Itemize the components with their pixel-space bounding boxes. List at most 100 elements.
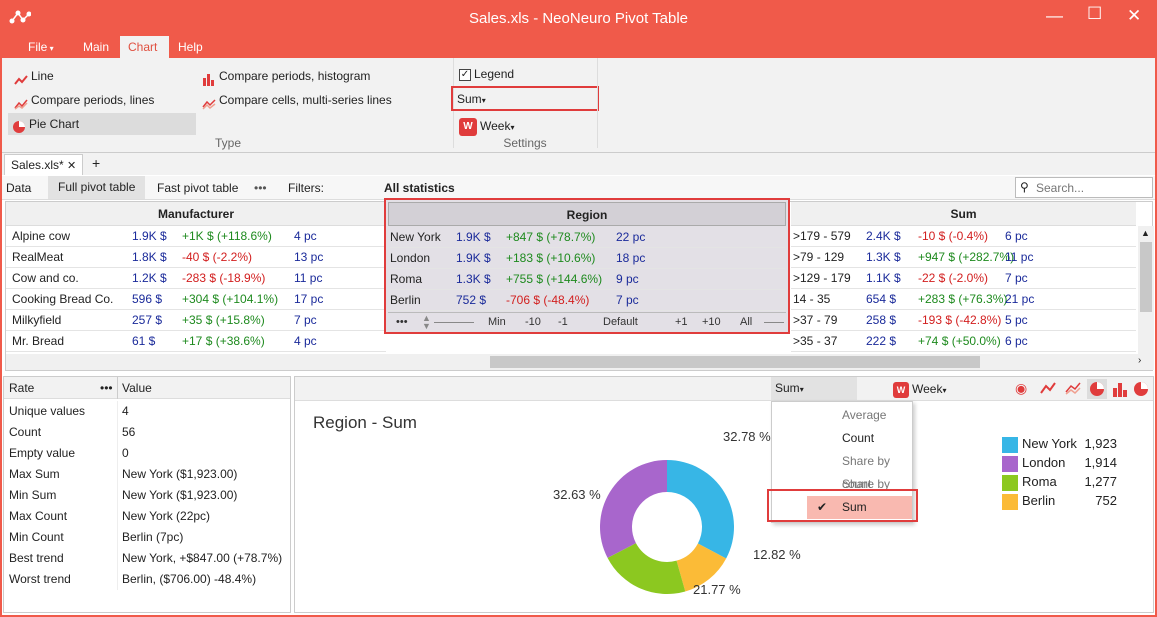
minimize-icon[interactable]: — [1046,6,1063,25]
rate-column-header[interactable]: Rate [9,381,35,395]
pivot-cell-count: 4 pc [294,229,317,243]
maximize-icon[interactable]: ☐ [1087,4,1103,23]
full-pivot-tab[interactable]: Full pivot table [48,176,146,199]
table-row[interactable]: Roma 1.3K $ +755 $ (+144.6%) 9 pc [390,269,785,290]
limit-minus-1[interactable]: -1 [558,316,568,328]
limit-plus-10[interactable]: +10 [702,316,721,328]
table-row[interactable]: Alpine cow 1.9K $ +1K $ (+118.6%) 4 pc [6,226,386,247]
menu-help[interactable]: Help [178,40,203,54]
manufacturer-header[interactable]: Manufacturer [6,202,386,226]
dropdown-option[interactable]: Average [807,404,912,427]
limit-min[interactable]: Min [488,316,506,328]
donut-slice-roma[interactable] [607,543,686,594]
table-row[interactable]: >129 - 179 1.1K $ -22 $ (-2.0%) 7 pc [791,268,1136,289]
limit-default[interactable]: Default [603,316,638,328]
table-row[interactable]: >35 - 37 222 $ +74 $ (+50.0%) 6 pc [791,331,1136,352]
pivot-cell-count: 7 pc [616,293,639,307]
table-row[interactable]: >79 - 129 1.3K $ +947 $ (+282.7%) 11 pc [791,247,1136,268]
pie-chart-alt-icon[interactable] [1133,381,1149,400]
tab-sales-xls[interactable]: Sales.xls* ✕ [4,154,84,175]
app-logo-icon [9,9,32,28]
table-row[interactable]: >37 - 79 258 $ -193 $ (-42.8%) 5 pc [791,310,1136,331]
legend-toggle[interactable]: ✓ Legend [455,63,585,85]
pivot-cell-count: 21 pc [1005,292,1035,306]
chart-sum-select[interactable]: Sum▾ [771,377,857,400]
limit-all[interactable]: All [740,316,753,328]
compare-periods-lines-button[interactable]: Compare periods, lines [10,89,196,111]
pivot-cell-count: 11 pc [294,271,323,285]
all-statistics-label[interactable]: All statistics [384,181,455,195]
chart-title: Region - Sum [313,413,417,432]
dropdown-option-label: Share by count [842,454,891,491]
divider [117,422,118,443]
multi-line-icon[interactable] [1065,381,1081,398]
close-icon[interactable]: ✕ [1127,6,1142,25]
close-tab-icon[interactable]: ✕ [67,160,77,172]
table-row[interactable]: >179 - 579 2.4K $ -10 $ (-0.4%) 6 pc [791,226,1136,247]
ribbon: Line Compare periods, lines Pie Chart Ty… [0,58,1157,153]
table-row[interactable]: RealMeat 1.8K $ -40 $ (-2.2%) 13 pc [6,247,386,268]
hscroll-thumb[interactable] [490,356,980,368]
slider-handle-icon[interactable]: ▲ ▼ [422,313,431,331]
stat-name: Min Count [9,530,64,544]
chart-toolbar: Sum▾ W Week▾ ◉ [295,377,1153,401]
legend-item[interactable]: Roma 1,277 [1002,472,1127,491]
table-row[interactable]: New York 1.9K $ +847 $ (+78.7%) 22 pc [390,227,785,248]
limit-more-icon[interactable]: ••• [396,316,408,328]
fast-pivot-tab[interactable]: Fast pivot table [157,181,239,195]
scroll-thumb[interactable] [1140,242,1152,312]
dropdown-option[interactable]: ✔ Sum [807,496,912,519]
table-row[interactable]: London 1.9K $ +183 $ (+10.6%) 18 pc [390,248,785,269]
chart-week-select[interactable]: W Week▾ [893,380,946,398]
dropdown-option[interactable]: Count [807,427,912,450]
dropdown-option[interactable]: Share by count [807,450,912,491]
line-chart-button[interactable]: Line [10,65,196,87]
line-chart-icon[interactable] [1040,381,1056,398]
table-row[interactable]: 14 - 35 654 $ +283 $ (+76.3%) 21 pc [791,289,1136,310]
table-row[interactable]: Milkyfield 257 $ +35 $ (+15.8%) 7 pc [6,310,386,331]
histogram-icon[interactable] [1112,381,1128,400]
horizontal-scrollbar[interactable]: › [6,354,1154,370]
table-row[interactable]: Cow and co. 1.2K $ -283 $ (-18.9%) 11 pc [6,268,386,289]
scroll-up-icon[interactable]: ▲ [1141,228,1150,238]
vertical-scrollbar[interactable]: ▲ [1138,226,1154,354]
stats-more-icon[interactable]: ••• [100,381,113,395]
limit-plus-1[interactable]: +1 [675,316,688,328]
slice-percent-label: 21.77 % [693,582,741,597]
legend-item[interactable]: Berlin 752 [1002,491,1127,510]
more-icon[interactable]: ••• [254,181,267,195]
pivot-cell-trend: -283 $ (-18.9%) [182,271,266,285]
pie-chart-icon[interactable] [1087,379,1107,399]
search-input[interactable] [1036,179,1146,196]
pie-chart-button[interactable]: Pie Chart [8,113,196,135]
slider-track[interactable] [434,322,474,323]
data-view-tab[interactable]: Data [6,181,32,195]
legend-item[interactable]: London 1,914 [1002,453,1127,472]
menu-chart[interactable]: Chart [120,36,169,58]
checkmark-icon: ✔ [817,500,828,514]
eye-icon[interactable]: ◉ [1015,380,1028,396]
pivot-cell-sum: 2.4K $ [866,229,901,243]
table-row[interactable]: Mr. Bread 61 $ +17 $ (+38.6%) 4 pc [6,331,386,352]
scroll-right-icon[interactable]: › [1138,355,1142,366]
region-header[interactable]: Region [388,202,786,226]
stat-name: Empty value [9,446,76,460]
donut-slice-berlin[interactable] [676,543,727,592]
search-box[interactable]: ⚲ [1015,177,1153,198]
donut-slice-london[interactable] [600,460,667,558]
legend-item[interactable]: New York 1,923 [1002,434,1127,453]
donut-slice-new-york[interactable] [667,460,734,559]
table-row[interactable]: Cooking Bread Co. 596 $ +304 $ (+104.1%) 17… [6,289,386,310]
week-select[interactable]: W Week▾ [455,115,514,137]
add-tab-button[interactable]: + [92,155,101,171]
menu-file[interactable]: File ▾ [28,40,54,54]
sum-header[interactable]: Sum [791,202,1136,226]
limit-minus-10[interactable]: -10 [525,316,541,328]
table-row[interactable]: Berlin 752 $ -706 $ (-48.4%) 7 pc [390,290,785,311]
value-column-header[interactable]: Value [122,381,152,395]
region-panel: Region New York 1.9K $ +847 $ (+78.7%) 22 p… [384,198,790,334]
compare-periods-histogram-button[interactable]: Compare periods, histogram [198,65,448,87]
menu-main[interactable]: Main [83,40,110,54]
compare-cells-button[interactable]: Compare cells, multi-series lines [198,89,448,111]
sum-select[interactable]: Sum▾ [457,92,486,106]
